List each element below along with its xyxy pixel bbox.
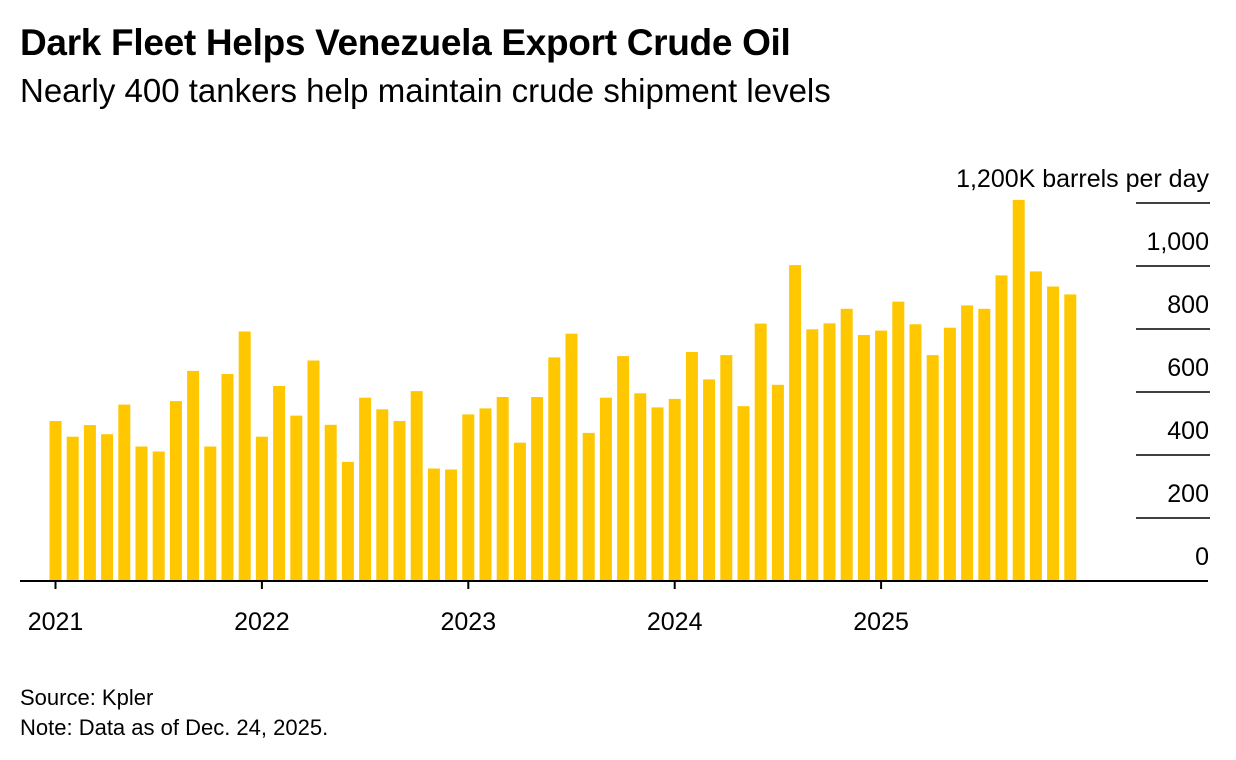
chart-title: Dark Fleet Helps Venezuela Export Crude … — [20, 22, 791, 63]
bar-dec-2024 — [857, 335, 870, 581]
bar-sep-2024 — [806, 329, 819, 581]
y-tick-label-0: 0 — [1195, 543, 1209, 571]
bar-oct-2021 — [204, 446, 217, 581]
bar-may-2025 — [943, 327, 956, 581]
bar-dec-2023 — [651, 407, 664, 581]
bar-feb-2022 — [273, 386, 286, 581]
y-tick-label-600: 600 — [1167, 354, 1209, 382]
data-note: Note: Data as of Dec. 24, 2025. — [20, 715, 329, 740]
bar-may-2023 — [531, 397, 544, 581]
bar-jul-2025 — [978, 308, 991, 581]
bar-oct-2023 — [617, 356, 630, 581]
bar-mar-2022 — [290, 415, 303, 581]
bar-dec-2021 — [238, 331, 251, 581]
bar-apr-2025 — [926, 355, 939, 581]
y-tick-label-400: 400 — [1167, 417, 1209, 445]
bar-oct-2025 — [1029, 271, 1042, 581]
bar-sep-2023 — [599, 397, 612, 581]
bar-sep-2021 — [187, 370, 200, 581]
bar-mar-2025 — [909, 324, 922, 581]
bar-nov-2024 — [840, 308, 853, 581]
bar-jun-2022 — [341, 461, 354, 581]
bar-feb-2023 — [479, 408, 492, 581]
bar-mar-2021 — [83, 425, 96, 581]
bar-jan-2024 — [668, 398, 681, 581]
bar-feb-2024 — [685, 352, 698, 581]
bar-aug-2022 — [376, 409, 389, 581]
bar-may-2021 — [118, 404, 131, 581]
bar-sep-2025 — [1012, 199, 1025, 581]
bar-jul-2021 — [152, 451, 165, 581]
bar-aug-2025 — [995, 275, 1008, 581]
bar-apr-2023 — [513, 442, 526, 581]
bar-apr-2022 — [307, 360, 320, 581]
bar-jan-2021 — [49, 421, 62, 581]
bar-jul-2022 — [359, 397, 372, 581]
bar-may-2022 — [324, 424, 337, 581]
bar-jun-2025 — [961, 305, 974, 581]
bar-jul-2024 — [771, 384, 784, 581]
source-note: Source: Kpler — [20, 685, 154, 710]
bar-aug-2021 — [169, 401, 182, 581]
x-tick-label-2022: 2022 — [234, 608, 290, 636]
bar-apr-2024 — [720, 355, 733, 581]
x-tick-label-2025: 2025 — [853, 608, 909, 636]
bar-sep-2022 — [393, 421, 406, 581]
bar-nov-2025 — [1047, 286, 1060, 581]
bar-feb-2021 — [66, 436, 79, 581]
bar-jan-2023 — [462, 414, 475, 581]
bar-aug-2024 — [789, 265, 802, 581]
bar-dec-2022 — [445, 469, 458, 581]
bar-jan-2022 — [255, 436, 268, 581]
bar-mar-2024 — [703, 379, 716, 581]
bar-apr-2021 — [101, 434, 114, 581]
bar-jun-2024 — [754, 323, 767, 581]
y-tick-label-800: 800 — [1167, 291, 1209, 319]
bar-jun-2021 — [135, 446, 148, 581]
bar-nov-2022 — [427, 468, 440, 581]
bar-dec-2025 — [1064, 294, 1077, 581]
x-tick-label-2021: 2021 — [28, 608, 84, 636]
bar-oct-2024 — [823, 323, 836, 581]
bar-nov-2021 — [221, 374, 234, 581]
bar-aug-2023 — [582, 432, 595, 581]
bar-oct-2022 — [410, 391, 423, 581]
y-tick-label-200: 200 — [1167, 480, 1209, 508]
bar-feb-2025 — [892, 301, 905, 581]
bar-jan-2025 — [875, 330, 888, 581]
bar-may-2024 — [737, 406, 750, 581]
chart-subtitle: Nearly 400 tankers help maintain crude s… — [20, 72, 831, 109]
bar-mar-2023 — [496, 397, 509, 581]
x-tick-label-2024: 2024 — [647, 608, 703, 636]
bar-jun-2023 — [548, 357, 561, 581]
bar-nov-2023 — [634, 393, 647, 581]
x-tick-label-2023: 2023 — [440, 608, 496, 636]
y-tick-label-1200: 1,200K barrels per day — [956, 165, 1209, 193]
y-tick-label-1000: 1,000 — [1146, 228, 1209, 256]
bar-jul-2023 — [565, 333, 578, 581]
